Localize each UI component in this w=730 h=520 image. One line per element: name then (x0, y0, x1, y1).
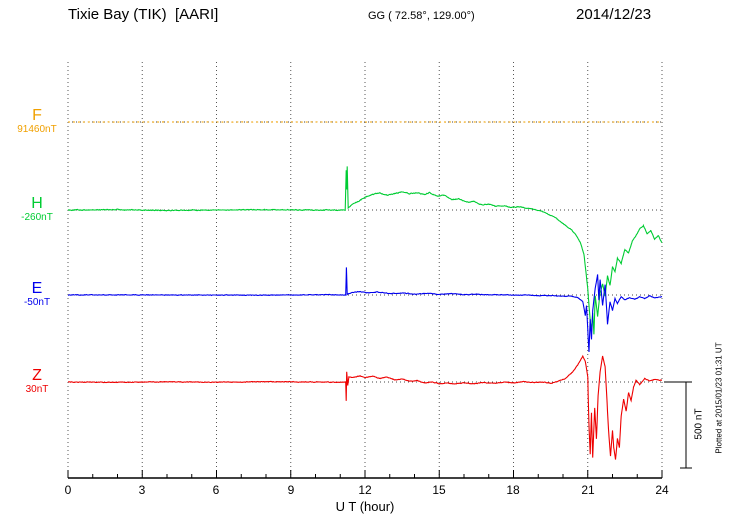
plotted-at-note: Plotted at 2015/01/23 01:31 UT (714, 342, 724, 454)
component-letter: F (32, 107, 42, 124)
amplitude-scale-label: 500 nT (693, 408, 705, 440)
x-tick-label: 3 (138, 483, 146, 497)
x-tick-label: 21 (581, 483, 595, 497)
geographic-coords: GG ( 72.58°, 129.00°) (368, 10, 475, 22)
component-label-Z: Z 30nT (6, 368, 68, 396)
x-tick-label: 15 (432, 483, 446, 497)
component-label-F: F 91460nT (6, 108, 68, 136)
x-axis-label: U T (hour) (335, 499, 395, 514)
component-baseline-value: 91460nT (17, 124, 57, 135)
x-tick-label: 24 (655, 483, 669, 497)
x-tick-label: 12 (358, 483, 372, 497)
x-tick-label: 6 (212, 483, 220, 497)
component-baseline-value: -50nT (23, 297, 51, 308)
component-label-H: H -260nT (6, 196, 68, 224)
x-tick-label: 9 (287, 483, 295, 497)
station-title: Tixie Bay (TIK) [AARI] (68, 6, 219, 23)
component-baseline-value: -260nT (21, 212, 53, 223)
component-letter: Z (32, 367, 42, 384)
x-tick-label: 0 (64, 483, 72, 497)
component-baseline-value: 30nT (25, 384, 49, 395)
component-letter: H (31, 195, 43, 212)
component-label-E: E -50nT (6, 281, 68, 309)
observation-date: 2014/12/23 (576, 6, 652, 23)
component-letter: E (31, 280, 43, 297)
x-tick-label: 18 (506, 483, 520, 497)
